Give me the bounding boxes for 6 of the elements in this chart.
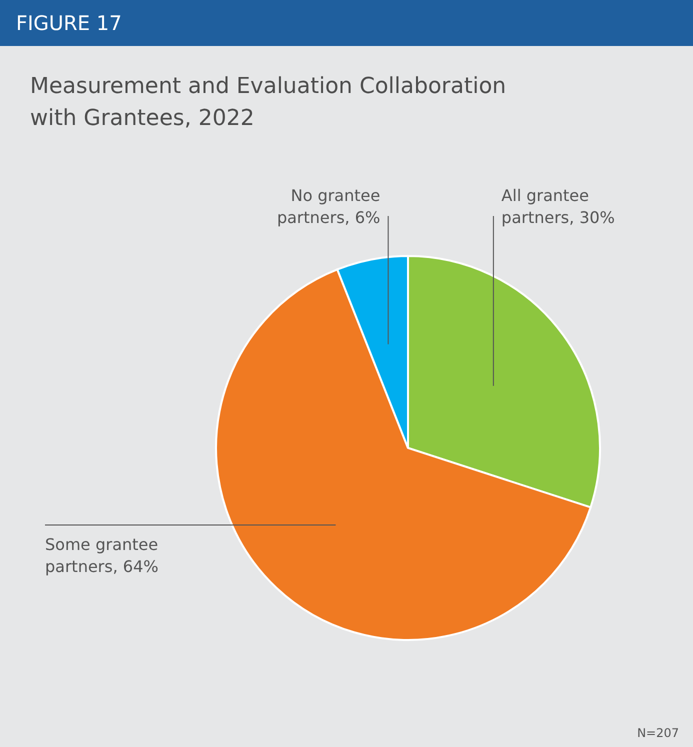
text: N=207 xyxy=(637,726,679,740)
slice-label: All grantee partners, 30% xyxy=(501,186,615,227)
slice-label: Some grantee partners, 64% xyxy=(45,534,158,576)
caption: FIGURE 17 xyxy=(16,11,122,35)
chart-title: Measurement and Evaluation Collaboration with Grantees, 2022 xyxy=(30,74,506,131)
slice-label: No grantee partners, 6% xyxy=(276,186,380,227)
